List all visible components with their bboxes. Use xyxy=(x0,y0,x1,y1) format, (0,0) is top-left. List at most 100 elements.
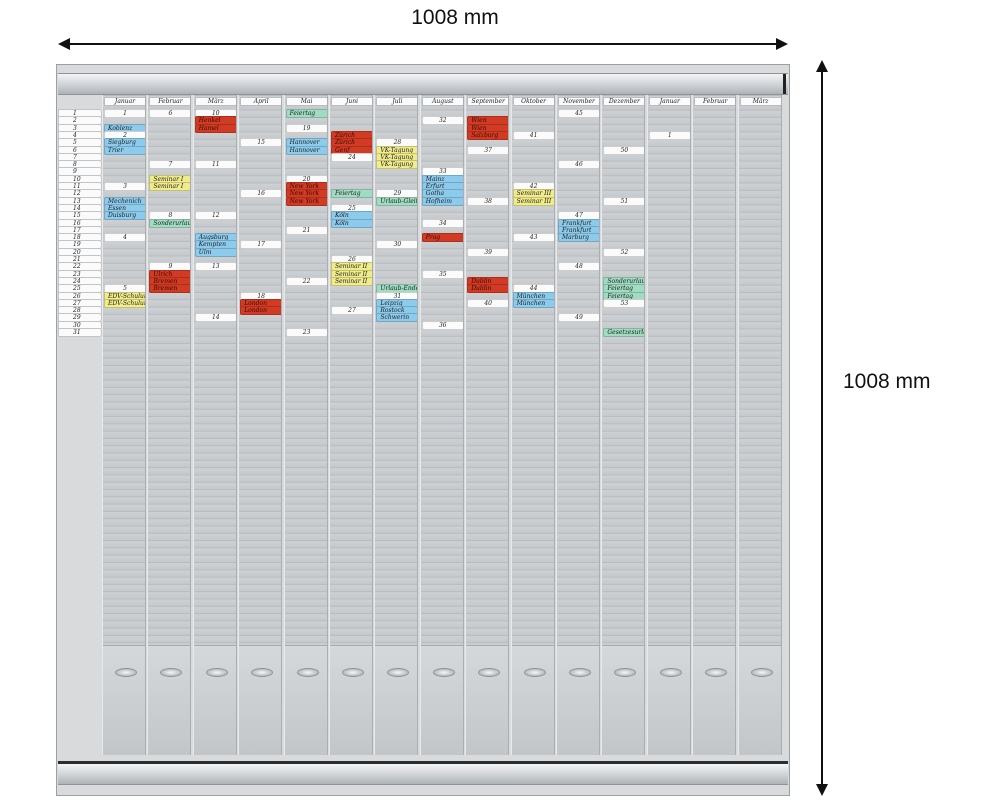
plan-card[interactable]: London xyxy=(240,306,282,316)
plan-card[interactable]: 45 xyxy=(558,109,599,118)
month-header-card[interactable]: Februar xyxy=(149,97,191,106)
column-grip-knob[interactable] xyxy=(205,668,228,677)
plan-card[interactable]: 19 xyxy=(285,123,327,133)
plan-card[interactable]: 51 xyxy=(603,196,645,206)
month-header-card[interactable]: Juli xyxy=(376,97,418,106)
plan-card[interactable]: 12 xyxy=(194,211,236,221)
plan-card[interactable]: 36 xyxy=(421,320,463,330)
plan-card[interactable]: Hofheim xyxy=(421,196,463,206)
plan-card[interactable]: 21 xyxy=(285,225,327,235)
plan-card[interactable]: München xyxy=(512,298,554,308)
plan-card[interactable]: Trier xyxy=(104,145,145,155)
plan-card[interactable]: 52 xyxy=(603,247,645,257)
plan-card[interactable]: 7 xyxy=(149,160,191,170)
plan-card[interactable]: 46 xyxy=(558,160,599,170)
month-column: Juli 28 VK-Tagung VK-Tagung VK-Tagung 29 Urlau… xyxy=(374,95,419,755)
column-grip-knob[interactable] xyxy=(614,668,637,677)
month-header-card[interactable]: April xyxy=(240,97,282,106)
plan-card[interactable]: Ulm xyxy=(194,247,236,257)
column-grip-knob[interactable] xyxy=(750,668,773,677)
month-header-card[interactable]: Januar xyxy=(648,97,690,106)
plan-card[interactable]: Marburg xyxy=(558,233,599,243)
plan-card[interactable]: Bremen xyxy=(149,284,191,294)
plan-card[interactable]: Duisburg xyxy=(104,211,145,221)
plan-card[interactable]: Köln xyxy=(331,218,372,228)
plan-card[interactable]: 14 xyxy=(194,313,236,323)
plan-card[interactable]: 4 xyxy=(104,233,145,243)
column-grip-knob[interactable] xyxy=(342,668,364,677)
month-header-card[interactable]: August xyxy=(421,97,463,106)
plan-card[interactable]: 37 xyxy=(467,145,509,155)
plan-card[interactable]: 1 xyxy=(104,109,145,118)
column-grip-knob[interactable] xyxy=(432,668,455,677)
plan-card[interactable]: Prag xyxy=(421,233,463,243)
column-grip-knob[interactable] xyxy=(569,668,591,677)
plan-card[interactable]: VK-Tagung xyxy=(376,160,418,170)
plan-card[interactable]: Feiertag xyxy=(331,189,372,199)
column-grip-knob[interactable] xyxy=(659,668,682,677)
plan-card[interactable]: 24 xyxy=(331,152,372,162)
plan-card[interactable]: Hannover xyxy=(285,145,327,155)
month-header-card[interactable]: März xyxy=(739,97,781,106)
column-grip-knob[interactable] xyxy=(478,668,501,677)
plan-card[interactable]: Seminar I xyxy=(149,182,191,191)
plan-card[interactable]: 40 xyxy=(467,298,509,308)
plan-card[interactable]: EDV-Schulung xyxy=(104,298,145,308)
plan-card[interactable]: Sonderurlaub xyxy=(149,218,191,228)
day-label-column: 1 2 3 4 5 6 7 8 9 10 11 12 13 14 15 16 17 18 19 20 21 22 23 24 2… xyxy=(58,95,102,755)
month-header-card[interactable]: September xyxy=(467,97,509,106)
plan-card[interactable]: Feiertag xyxy=(285,109,327,118)
column-grip-knob[interactable] xyxy=(523,668,546,677)
plan-card[interactable]: 38 xyxy=(467,196,509,206)
plan-card[interactable]: Schwerin xyxy=(376,313,418,323)
month-header-card[interactable]: Oktober xyxy=(512,97,554,106)
plan-card[interactable]: 16 xyxy=(240,189,282,199)
plan-card[interactable]: Seminar II xyxy=(331,276,372,286)
month-header-card[interactable]: November xyxy=(558,97,599,106)
month-header-card[interactable]: Juni xyxy=(331,97,372,106)
month-header-card[interactable]: Januar xyxy=(104,97,145,106)
column-grip-knob[interactable] xyxy=(387,668,410,677)
plan-card[interactable]: New York xyxy=(285,196,327,206)
plan-card[interactable]: Urlaub-Gleit xyxy=(376,196,418,206)
column-grip-knob[interactable] xyxy=(160,668,183,677)
plan-card[interactable]: 35 xyxy=(421,269,463,279)
column-grip-knob[interactable] xyxy=(251,668,274,677)
month-column: Juni Zürich Zürich Genf 24 Feiertag 25 Köln Köln… xyxy=(329,95,373,755)
plan-card[interactable]: 32 xyxy=(421,116,463,126)
plan-card[interactable]: 15 xyxy=(240,138,282,148)
month-header-card[interactable]: Februar xyxy=(694,97,736,106)
plan-card[interactable]: Gesetzesurlaub xyxy=(603,328,645,337)
month-column: August 32 33 Mainz Erfurt Gotha Hofheim 34 Prag 3… xyxy=(419,95,464,755)
plan-card[interactable]: 48 xyxy=(558,262,599,272)
plan-card[interactable]: 13 xyxy=(194,262,236,272)
plan-card[interactable]: 49 xyxy=(558,313,599,323)
plan-card[interactable]: 3 xyxy=(104,182,145,191)
plan-card[interactable]: 22 xyxy=(285,276,327,286)
column-foot-panel xyxy=(466,645,509,755)
month-header-card[interactable]: Mai xyxy=(285,97,327,106)
column-grip-knob[interactable] xyxy=(115,668,137,677)
plan-card[interactable]: 39 xyxy=(467,247,509,257)
plan-card[interactable]: Salzburg xyxy=(467,130,509,140)
plan-card[interactable]: Seminar III xyxy=(512,196,554,206)
column-grip-knob[interactable] xyxy=(296,668,319,677)
plan-card[interactable]: 34 xyxy=(421,218,463,228)
plan-card[interactable]: 6 xyxy=(149,109,191,118)
plan-card[interactable]: Hamel xyxy=(194,123,236,133)
column-grip-knob[interactable] xyxy=(705,668,728,677)
plan-card[interactable]: Dublin xyxy=(467,284,509,294)
month-header-card[interactable]: März xyxy=(194,97,236,106)
plan-card[interactable]: 23 xyxy=(285,328,327,337)
plan-card[interactable]: 43 xyxy=(512,233,554,243)
plan-card[interactable]: 41 xyxy=(512,130,554,140)
month-header-card[interactable]: Dezember xyxy=(603,97,645,106)
plan-card[interactable]: 27 xyxy=(331,306,372,316)
plan-card[interactable]: 30 xyxy=(376,240,418,250)
plan-card[interactable]: 50 xyxy=(603,145,645,155)
column-foot-panel xyxy=(511,645,554,755)
plan-card[interactable]: 1 xyxy=(648,130,690,140)
plan-card[interactable]: 11 xyxy=(194,160,236,170)
plan-card[interactable]: 53 xyxy=(603,298,645,308)
plan-card[interactable]: 17 xyxy=(240,240,282,250)
